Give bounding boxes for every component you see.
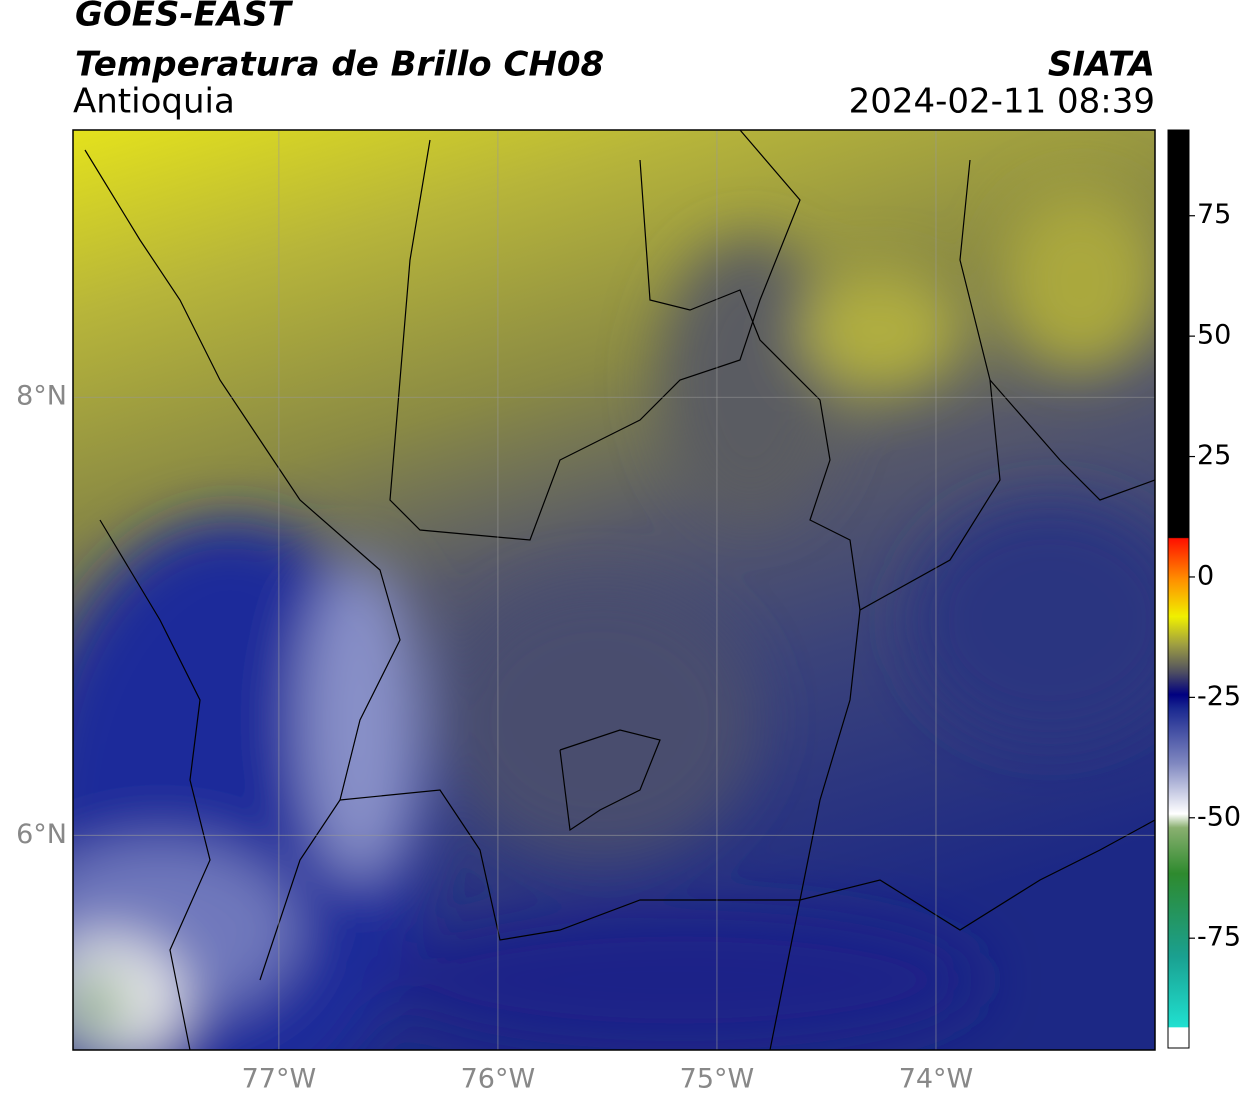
colorbar xyxy=(1167,129,1190,1049)
colorbar-tick-label: -75 xyxy=(1197,922,1241,953)
agency: SIATA xyxy=(1048,45,1155,85)
datetime: 2024-02-11 08:39 xyxy=(849,82,1155,122)
x-tick-label: 77°W xyxy=(242,1064,317,1095)
subtitle: Temperatura de Brillo CH08 xyxy=(75,45,604,85)
colorbar-tick-label: 25 xyxy=(1197,440,1231,471)
graticule xyxy=(73,130,1155,1050)
x-tick-label: 75°W xyxy=(680,1064,755,1095)
region: Antioquia xyxy=(73,82,235,122)
colorbar-tick-label: 0 xyxy=(1197,560,1214,591)
colorbar-tick-label: -50 xyxy=(1197,801,1241,832)
map-frame xyxy=(72,129,1156,1051)
y-tick-label: 6°N xyxy=(16,819,67,850)
imagery xyxy=(73,130,1155,1050)
y-tick-label: 8°N xyxy=(16,381,67,412)
x-tick-label: 76°W xyxy=(461,1064,536,1095)
colorbar-tick-label: 75 xyxy=(1197,199,1231,230)
colorbar-tick-label: 50 xyxy=(1197,320,1231,351)
title: GOES-EAST xyxy=(75,0,294,35)
colorbar-tick-label: -25 xyxy=(1197,681,1241,712)
x-tick-label: 74°W xyxy=(899,1064,974,1095)
borders xyxy=(84,130,1155,1050)
